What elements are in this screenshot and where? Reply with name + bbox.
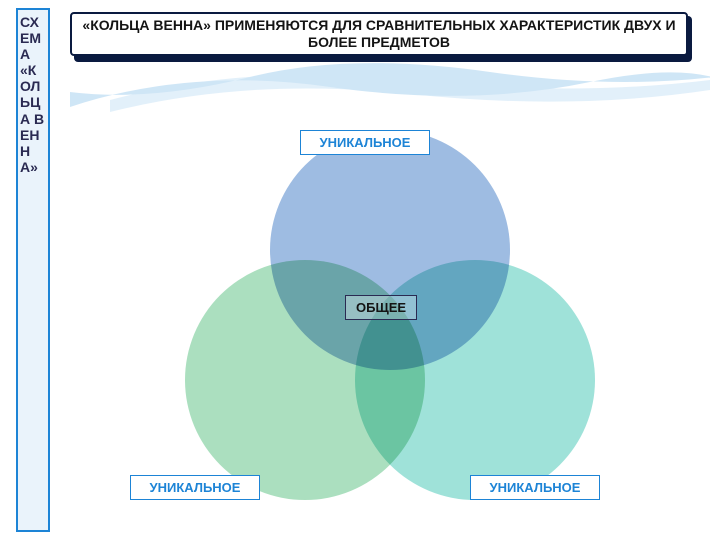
venn-label-top: УНИКАЛЬНОЕ [300, 130, 430, 155]
sidebar-label: СХЕМА «КОЛЬЦА ВЕННА» [20, 14, 46, 175]
title-box: «КОЛЬЦА ВЕННА» ПРИМЕНЯЮТСЯ ДЛЯ СРАВНИТЕЛ… [70, 12, 688, 56]
venn-diagram: УНИКАЛЬНОЕ УНИКАЛЬНОЕ УНИКАЛЬНОЕ ОБЩЕЕ [70, 80, 710, 530]
venn-label-top-text: УНИКАЛЬНОЕ [320, 135, 411, 150]
venn-label-right-text: УНИКАЛЬНОЕ [490, 480, 581, 495]
venn-label-right: УНИКАЛЬНОЕ [470, 475, 600, 500]
venn-label-left: УНИКАЛЬНОЕ [130, 475, 260, 500]
venn-label-left-text: УНИКАЛЬНОЕ [150, 480, 241, 495]
title-text: «КОЛЬЦА ВЕННА» ПРИМЕНЯЮТСЯ ДЛЯ СРАВНИТЕЛ… [82, 17, 676, 52]
title-container: «КОЛЬЦА ВЕННА» ПРИМЕНЯЮТСЯ ДЛЯ СРАВНИТЕЛ… [70, 12, 688, 60]
venn-center-text: ОБЩЕЕ [356, 300, 406, 315]
venn-center-label: ОБЩЕЕ [345, 295, 417, 320]
sidebar-panel: СХЕМА «КОЛЬЦА ВЕННА» [16, 8, 50, 532]
